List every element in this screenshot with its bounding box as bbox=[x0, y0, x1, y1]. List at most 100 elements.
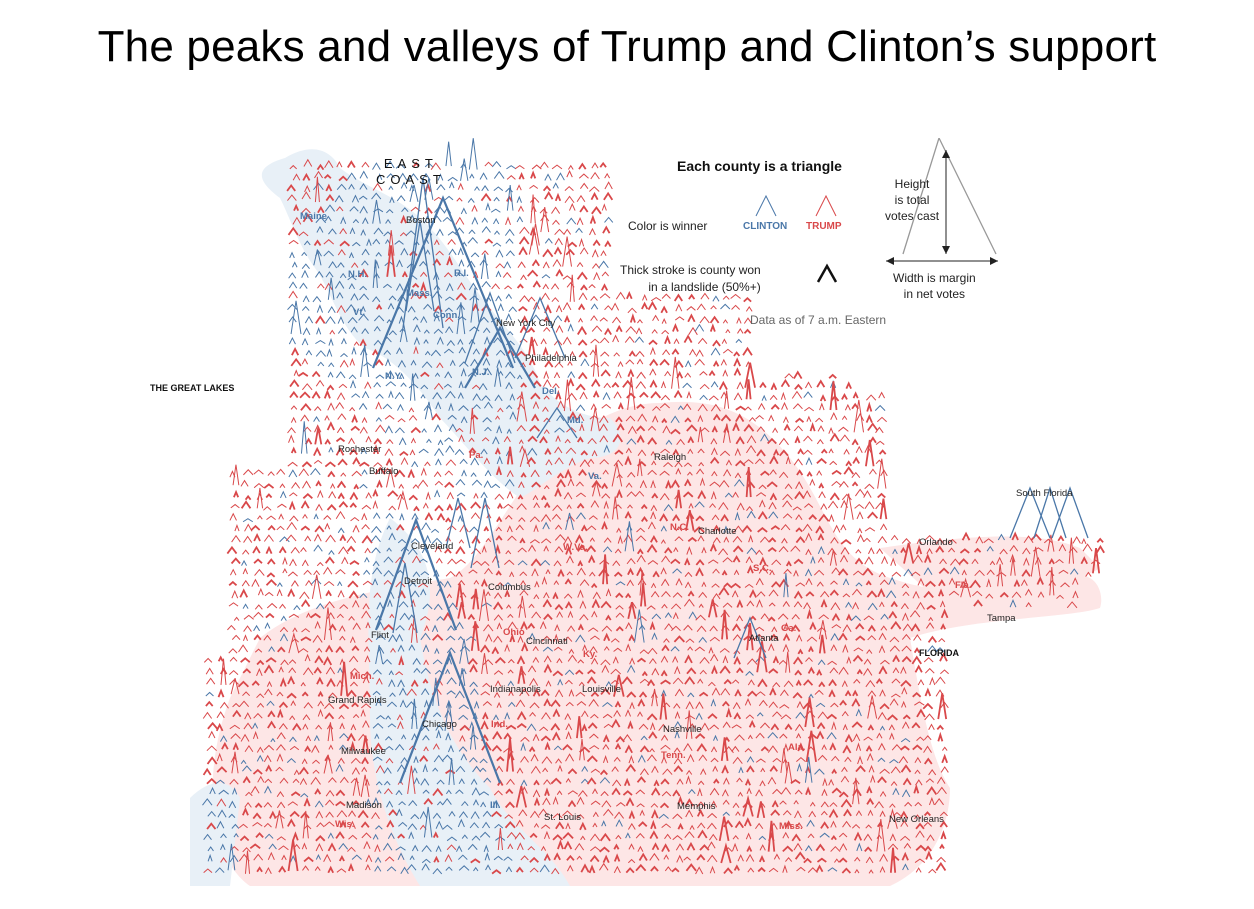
county-triangle bbox=[842, 723, 848, 731]
county-triangle bbox=[471, 787, 481, 796]
county-triangle bbox=[554, 603, 564, 611]
county-triangle bbox=[257, 515, 263, 520]
county-triangle bbox=[530, 558, 542, 567]
county-triangle bbox=[444, 481, 455, 488]
county-triangle bbox=[778, 471, 789, 478]
county-triangle bbox=[299, 282, 308, 289]
county-triangle bbox=[818, 513, 830, 522]
county-triangle bbox=[448, 402, 454, 411]
county-triangle bbox=[856, 412, 865, 421]
county-triangle bbox=[758, 566, 769, 574]
county-triangle bbox=[745, 853, 755, 862]
county-triangle bbox=[493, 635, 503, 643]
county-triangle bbox=[649, 379, 658, 388]
county-triangle bbox=[841, 415, 848, 420]
county-triangle bbox=[563, 491, 573, 500]
county-triangle bbox=[876, 548, 884, 554]
county-triangle bbox=[506, 404, 513, 410]
county-triangle bbox=[816, 581, 824, 587]
county-triangle bbox=[683, 334, 693, 344]
county-triangle bbox=[543, 591, 550, 599]
county-triangle bbox=[469, 173, 475, 179]
county-triangle bbox=[626, 491, 637, 497]
county-triangle bbox=[542, 261, 550, 269]
county-triangle bbox=[335, 510, 346, 519]
county-triangle bbox=[792, 506, 802, 511]
county-triangle bbox=[852, 733, 861, 742]
county-triangle bbox=[509, 571, 515, 578]
county-triangle bbox=[1013, 579, 1021, 587]
county-triangle bbox=[814, 689, 824, 695]
county-triangle bbox=[746, 845, 753, 852]
county-triangle bbox=[687, 590, 695, 597]
county-triangle bbox=[533, 822, 540, 828]
county-triangle bbox=[566, 427, 577, 433]
county-triangle bbox=[707, 841, 716, 849]
county-triangle bbox=[844, 733, 853, 743]
county-triangle bbox=[219, 701, 229, 709]
county-triangle bbox=[480, 192, 492, 202]
county-triangle bbox=[576, 813, 585, 819]
county-triangle bbox=[387, 832, 395, 840]
county-triangle bbox=[709, 323, 716, 332]
county-triangle bbox=[315, 724, 323, 730]
county-triangle bbox=[385, 457, 393, 466]
county-triangle bbox=[413, 324, 421, 333]
county-triangle bbox=[615, 612, 625, 618]
county-triangle bbox=[387, 598, 393, 607]
county-triangle bbox=[433, 855, 440, 863]
county-triangle bbox=[411, 512, 419, 520]
county-triangle bbox=[722, 602, 733, 608]
county-triangle bbox=[482, 357, 491, 366]
county-triangle bbox=[325, 789, 335, 797]
county-triangle bbox=[880, 523, 888, 531]
county-triangle bbox=[216, 820, 225, 829]
county-triangle bbox=[289, 164, 297, 170]
county-triangle bbox=[550, 283, 560, 290]
county-triangle bbox=[362, 719, 370, 728]
county-triangle bbox=[388, 390, 394, 398]
county-triangle bbox=[443, 580, 452, 588]
county-triangle bbox=[722, 348, 733, 354]
county-triangle bbox=[780, 524, 791, 531]
county-triangle bbox=[361, 504, 372, 510]
county-triangle bbox=[458, 865, 470, 871]
county-triangle bbox=[556, 414, 565, 422]
county-triangle bbox=[352, 218, 360, 224]
county-triangle bbox=[651, 613, 662, 620]
county-triangle bbox=[697, 448, 705, 454]
county-triangle bbox=[674, 729, 680, 739]
county-triangle bbox=[364, 556, 370, 563]
county-triangle bbox=[411, 698, 418, 729]
county-triangle bbox=[410, 291, 421, 300]
county-triangle bbox=[816, 721, 826, 730]
county-triangle bbox=[686, 424, 698, 432]
county-triangle bbox=[457, 247, 464, 256]
county-triangle bbox=[502, 271, 512, 278]
county-triangle bbox=[674, 316, 685, 321]
city-label-buffalo: Buffalo bbox=[369, 466, 399, 477]
county-triangle bbox=[300, 546, 307, 552]
county-triangle bbox=[470, 858, 481, 864]
county-triangle bbox=[232, 741, 239, 751]
county-triangle bbox=[481, 437, 490, 442]
county-triangle bbox=[481, 250, 489, 256]
county-triangle bbox=[377, 621, 384, 629]
county-triangle bbox=[395, 633, 404, 642]
county-triangle bbox=[458, 380, 464, 389]
legend-width-label: Width is margin in net votes bbox=[893, 271, 976, 301]
county-triangle bbox=[538, 808, 549, 816]
county-triangle bbox=[539, 620, 547, 629]
county-triangle bbox=[218, 789, 229, 795]
county-triangle bbox=[830, 644, 838, 651]
county-triangle bbox=[863, 667, 873, 676]
county-triangle bbox=[243, 535, 253, 543]
county-triangle bbox=[900, 764, 912, 773]
county-triangle bbox=[400, 866, 409, 875]
county-triangle bbox=[238, 823, 248, 829]
county-triangle bbox=[660, 525, 667, 532]
county-triangle bbox=[388, 532, 396, 541]
county-triangle bbox=[579, 459, 590, 467]
county-triangle bbox=[578, 292, 588, 301]
county-triangle bbox=[565, 248, 575, 256]
